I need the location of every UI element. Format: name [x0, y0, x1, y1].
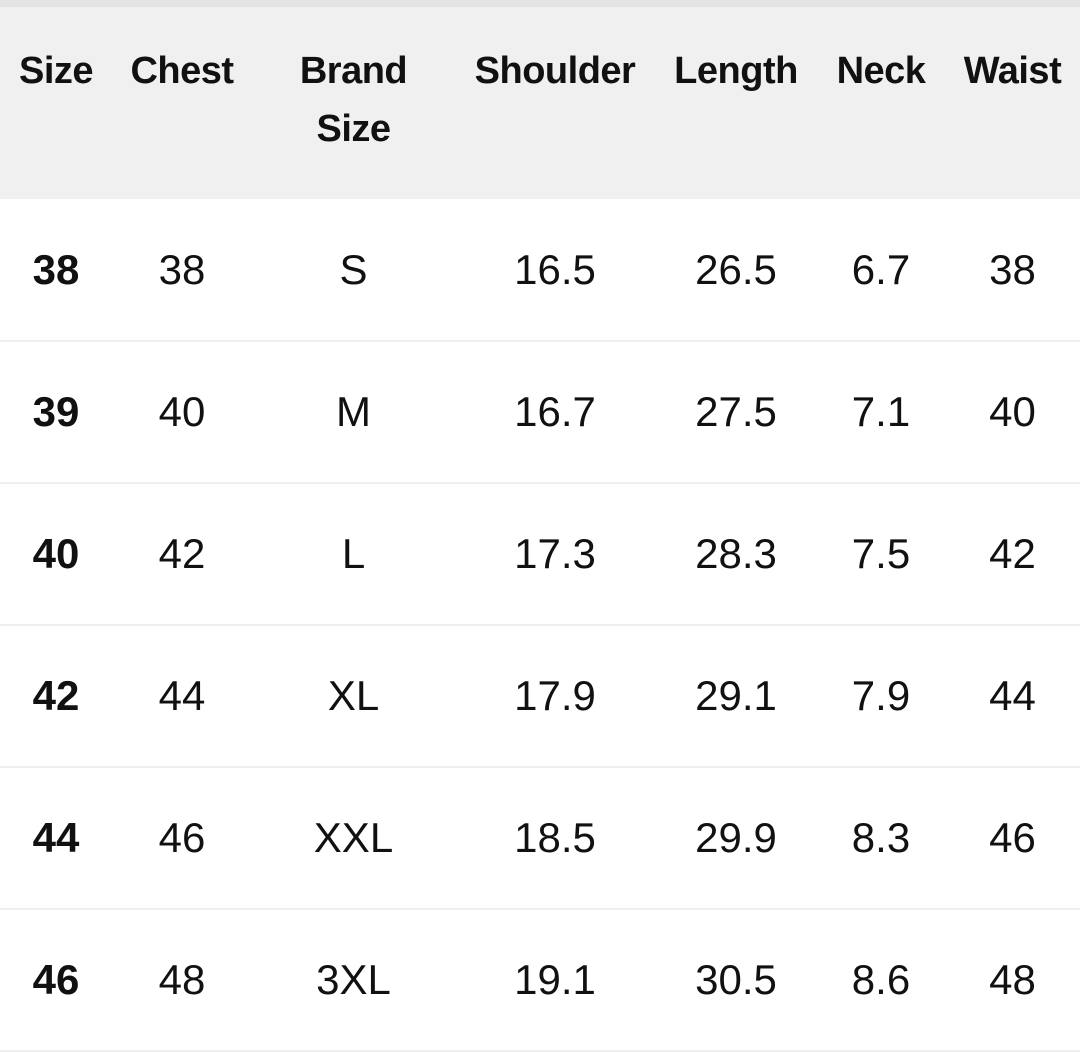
cell-brand-size: M	[336, 388, 371, 435]
cell-shoulder: 18.5	[514, 814, 596, 861]
cell-brand-size: XL	[327, 672, 380, 719]
cell-neck: 6.7	[851, 245, 911, 293]
cell-size: 42	[32, 672, 80, 719]
cell-neck: 8.3	[851, 814, 911, 861]
cell-brand-size: 3XL	[316, 956, 391, 1003]
size-chart-table: Size Chest Brand Size Shoulder Length Neck Wai…	[0, 7, 1080, 1052]
table-row: 42 44 XL 17.9 29.1 7.9 44	[0, 625, 1080, 767]
cell-size: 39	[32, 388, 80, 435]
table-row: 40 42 L 17.3 28.3 7.5 42	[0, 483, 1080, 625]
cell-shoulder: 19.1	[514, 956, 596, 1003]
cell-waist: 42	[989, 530, 1036, 577]
column-header-neck: Neck	[836, 50, 926, 92]
column-header-waist: Waist	[963, 50, 1062, 92]
table-row: 44 46 XXL 18.5 29.9 8.3 46	[0, 767, 1080, 909]
cell-size: 46	[32, 956, 80, 1003]
cell-chest: 44	[158, 672, 206, 719]
column-header-length: Length	[674, 50, 798, 92]
cell-shoulder: 16.5	[514, 245, 596, 293]
cell-length: 30.5	[695, 956, 777, 1003]
cell-shoulder: 17.9	[514, 672, 596, 719]
cell-chest: 48	[158, 956, 206, 1003]
cell-brand-size: S	[339, 245, 368, 293]
cell-neck: 7.1	[851, 388, 911, 435]
cell-shoulder: 17.3	[514, 530, 596, 577]
cell-size: 38	[32, 245, 80, 293]
table-body: 38 38 S 16.5 26.5 6.7 38 39 40 M 16.7 27.5 7.1 40 40 42…	[0, 199, 1080, 1051]
column-header-brand-size: Brand Size	[299, 50, 408, 150]
column-header-chest: Chest	[130, 50, 234, 92]
cell-neck: 7.5	[851, 530, 911, 577]
table-header: Size Chest Brand Size Shoulder Length Neck Wai…	[0, 7, 1080, 199]
cell-size: 40	[32, 530, 80, 577]
cell-length: 29.9	[695, 814, 777, 861]
table-row: 46 48 3XL 19.1 30.5 8.6 48	[0, 909, 1080, 1051]
cell-waist: 38	[989, 245, 1036, 293]
cell-size: 44	[32, 814, 80, 861]
cell-chest: 42	[158, 530, 206, 577]
cell-chest: 46	[158, 814, 206, 861]
column-header-size: Size	[18, 50, 94, 92]
cell-length: 27.5	[695, 388, 777, 435]
top-strip	[0, 0, 1080, 7]
cell-waist: 44	[989, 672, 1036, 719]
cell-neck: 7.9	[851, 672, 911, 719]
cell-length: 29.1	[695, 672, 777, 719]
cell-length: 28.3	[695, 530, 777, 577]
cell-chest: 38	[158, 245, 206, 293]
table-row: 38 38 S 16.5 26.5 6.7 38	[0, 199, 1080, 341]
table-row: 39 40 M 16.7 27.5 7.1 40	[0, 341, 1080, 483]
cell-neck: 8.6	[851, 956, 911, 1003]
cell-brand-size: XXL	[313, 814, 394, 861]
cell-shoulder: 16.7	[514, 388, 596, 435]
cell-chest: 40	[158, 388, 206, 435]
cell-waist: 46	[989, 814, 1036, 861]
cell-waist: 48	[989, 956, 1036, 1003]
cell-length: 26.5	[695, 245, 777, 293]
cell-brand-size: L	[341, 530, 366, 577]
column-header-shoulder: Shoulder	[474, 50, 636, 92]
cell-waist: 40	[989, 388, 1036, 435]
